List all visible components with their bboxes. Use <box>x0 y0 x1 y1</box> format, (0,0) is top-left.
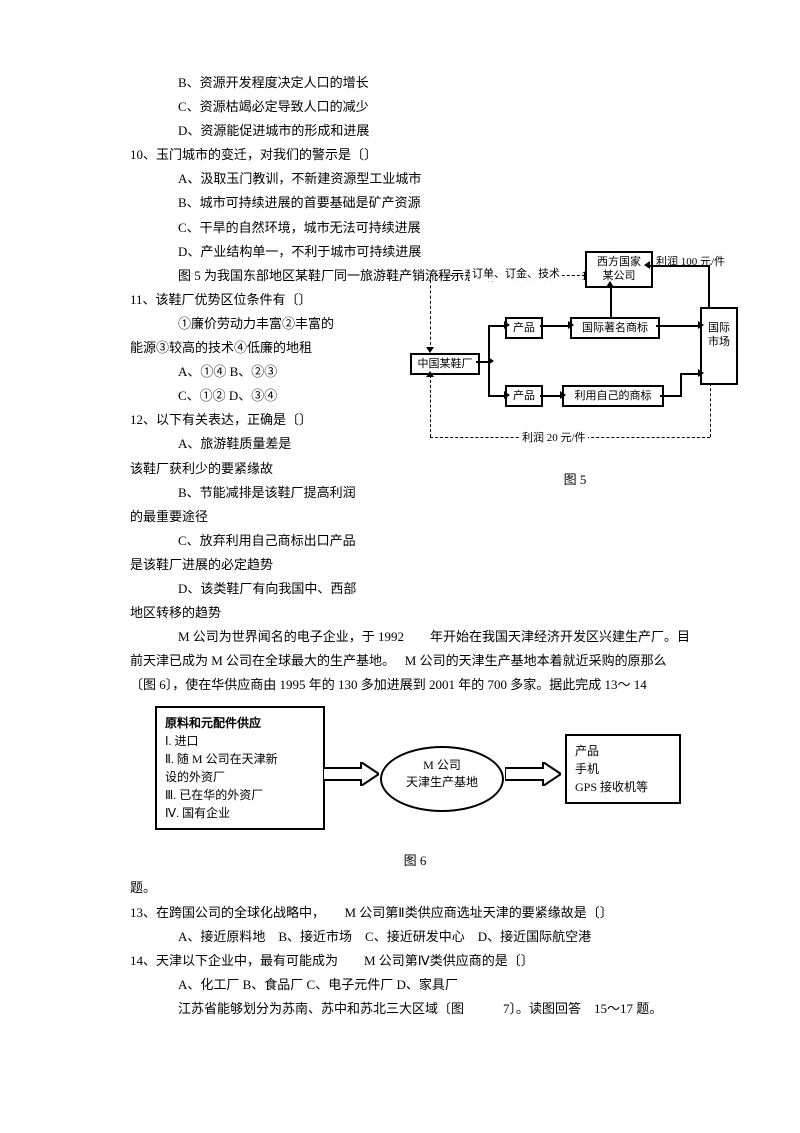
fig5-brand: 国际著名商标 <box>570 317 660 339</box>
fig6-s2: Ⅱ. 随 M 公司在天津新 <box>165 750 315 768</box>
q14-stem: 14、天津以下企业中，最有可能成为 M 公司第Ⅳ类供应商的是〔〕 <box>130 950 700 972</box>
q9-opt-b: B、资源开发程度决定人口的增长 <box>130 72 700 94</box>
q10-opt-c: C、干旱的自然环境，城市无法可持续进展 <box>130 217 700 239</box>
fig5-market: 国际 市场 <box>700 307 738 385</box>
q13-opts: A、接近原料地 B、接近市场 C、接近研发中心 D、接近国际航空港 <box>130 926 700 948</box>
fig5-west: 西方国家 某公司 <box>585 251 653 288</box>
q11-opt-ab: A、①④ B、②③ <box>130 361 428 383</box>
q10-stem: 10、玉门城市的变迁，对我们的警示是〔〕 <box>130 144 700 166</box>
m-text-4: 题。 <box>130 877 700 899</box>
fig6-s3: Ⅲ. 已在华的外资厂 <box>165 786 315 804</box>
q11-opt-cd: C、①② D、③④ <box>130 385 428 407</box>
q14-opts: A、化工厂 B、食品厂 C、电子元件厂 D、家具厂 <box>130 974 700 996</box>
fig5-caption: 图 5 <box>410 469 740 488</box>
fig6-out1: 产品 <box>575 742 671 760</box>
fig5-profit-lo: 利润 20 元/件 <box>520 429 588 445</box>
fig6-center2: 天津生产基地 <box>382 773 502 790</box>
m-text-2: 前天津已成为 M 公司在全球最大的生产基地。 M 公司的天津生产基地本着就近采购… <box>130 650 700 672</box>
fig6-caption: 图 6 <box>130 850 700 869</box>
fig6-center1: M 公司 <box>382 756 502 773</box>
q12-c2: 是该鞋厂进展的必定趋势 <box>130 554 380 576</box>
exam-page: B、资源开发程度决定人口的增长 C、资源枯竭必定导致人口的减少 D、资源能促进城… <box>0 0 800 1062</box>
q11-sub1: ①廉价劳动力丰富②丰富的 <box>130 313 428 335</box>
q9-opt-c: C、资源枯竭必定导致人口的减少 <box>130 96 700 118</box>
fig5-factory: 中国某鞋厂 <box>410 353 480 375</box>
q12-c1: C、放弃利用自己商标出口产品 <box>130 530 428 552</box>
fig5-own: 利用自己的商标 <box>562 385 664 407</box>
arrow-icon <box>323 762 379 786</box>
q12-a1: A、旅游鞋质量差是 <box>130 433 428 455</box>
q12-b2: 的最重要途径 <box>130 506 380 528</box>
fig6-s1: Ⅰ. 进口 <box>165 732 315 750</box>
q12-a2: 该鞋厂获利少的要紧缘故 <box>130 458 380 480</box>
jiangsu-intro: 江苏省能够划分为苏南、苏中和苏北三大区域〔图 7〕。读图回答 15～17 题。 <box>130 998 700 1020</box>
q10-opt-b: B、城市可持续进展的首要基础是矿产资源 <box>130 192 700 214</box>
fig5-top-label: 订单、订金、技术 <box>470 265 562 281</box>
q12-d1: D、该类鞋厂有向我国中、西部 <box>130 578 428 600</box>
q13-stem: 13、在跨国公司的全球化战略中， M 公司第Ⅱ类供应商选址天津的要紧缘故是〔〕 <box>130 902 700 924</box>
q9-opt-d: D、资源能促进城市的形成和进展 <box>130 120 700 142</box>
m-text-3: 〔图 6〕，使在华供应商由 1995 年的 130 多加进展到 2001 年的 … <box>130 674 700 696</box>
fig6-out3: GPS 接收机等 <box>575 778 671 796</box>
fig6-s4: Ⅳ. 国有企业 <box>165 804 315 822</box>
fig6-s2b: 设的外资厂 <box>165 768 315 786</box>
arrow-icon <box>505 762 561 786</box>
figure-5: 订单、订金、技术 中国某鞋厂 产品 产品 西方国家 某公司 国际著名商标 利用自… <box>410 245 740 488</box>
fig5-product-1: 产品 <box>505 317 543 339</box>
figure-6: 原料和元配件供应 Ⅰ. 进口 Ⅱ. 随 M 公司在天津新 设的外资厂 Ⅲ. 已在… <box>155 706 675 846</box>
q10-opt-a: A、汲取玉门教训，不新建资源型工业城市 <box>130 168 700 190</box>
q12-b1: B、节能减排是该鞋厂提高利润 <box>130 482 428 504</box>
fig6-out2: 手机 <box>575 760 671 778</box>
fig6-supply-title: 原料和元配件供应 <box>165 714 315 732</box>
q12-stem: 12、以下有关表达，正确是〔〕 <box>130 409 380 431</box>
q12-d2: 地区转移的趋势 <box>130 602 380 624</box>
fig5-product-2: 产品 <box>505 385 543 407</box>
m-text-1: M 公司为世界闻名的电子企业，于 1992 年开始在我国天津经济开发区兴建生产厂… <box>130 626 700 648</box>
q11-sub2: 能源③较高的技术④低廉的地租 <box>130 337 380 359</box>
